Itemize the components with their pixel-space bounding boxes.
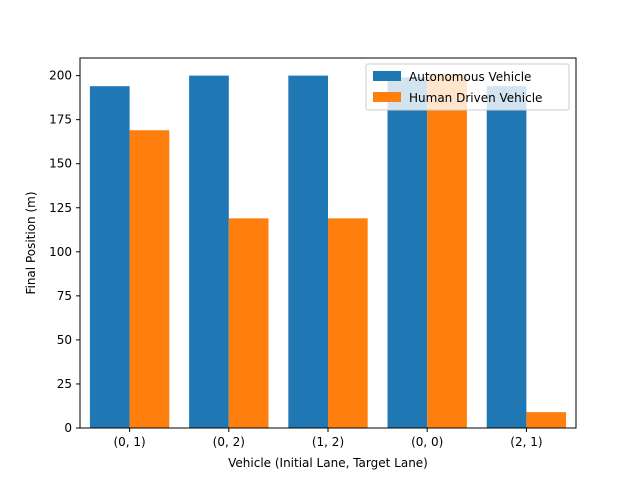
x-axis-label: Vehicle (Initial Lane, Target Lane) (228, 456, 428, 470)
legend-label-0: Autonomous Vehicle (409, 70, 531, 84)
bar-autonomous-2 (288, 75, 328, 428)
y-tick-label-2: 50 (57, 333, 72, 347)
legend-label-1: Human Driven Vehicle (409, 91, 542, 105)
x-axis-ticks: (0, 1) (0, 2) (1, 2) (0, 0) (2, 1) (113, 428, 543, 449)
x-tick-label-0: (0, 1) (113, 435, 145, 449)
y-tick-label-5: 125 (49, 201, 72, 215)
y-tick-label-0: 0 (64, 421, 72, 435)
plot-frame (79, 57, 577, 429)
bar-human-1 (228, 218, 269, 428)
bar-autonomous-1 (189, 75, 229, 428)
bar-autonomous-3 (387, 77, 428, 428)
bar-human-3 (427, 73, 467, 428)
y-tick-label-7: 175 (49, 113, 72, 127)
y-tick-label-1: 25 (57, 377, 72, 391)
bar-autonomous-4 (486, 86, 527, 428)
bar-human-0 (129, 130, 170, 428)
legend: Autonomous Vehicle Human Driven Vehicle (365, 63, 570, 111)
x-tick-label-4: (2, 1) (510, 435, 542, 449)
y-tick-label-8: 200 (49, 69, 72, 83)
legend-swatch-1 (373, 92, 401, 102)
x-tick-label-2: (1, 2) (312, 435, 344, 449)
y-axis-ticks: 0 25 50 75 100 125 150 175 200 (49, 69, 80, 435)
legend-box (365, 63, 570, 111)
bar-autonomous-0 (89, 86, 130, 428)
x-tick-label-1: (0, 2) (213, 435, 245, 449)
y-tick-label-6: 150 (49, 157, 72, 171)
bars-group (89, 73, 567, 428)
legend-swatch-0 (373, 71, 401, 81)
x-tick-label-3: (0, 0) (411, 435, 443, 449)
y-tick-label-3: 75 (57, 289, 72, 303)
bar-human-4 (526, 412, 567, 428)
bar-human-2 (328, 218, 368, 428)
y-axis-label: Final Position (m) (24, 191, 38, 294)
y-tick-label-4: 100 (49, 245, 72, 259)
